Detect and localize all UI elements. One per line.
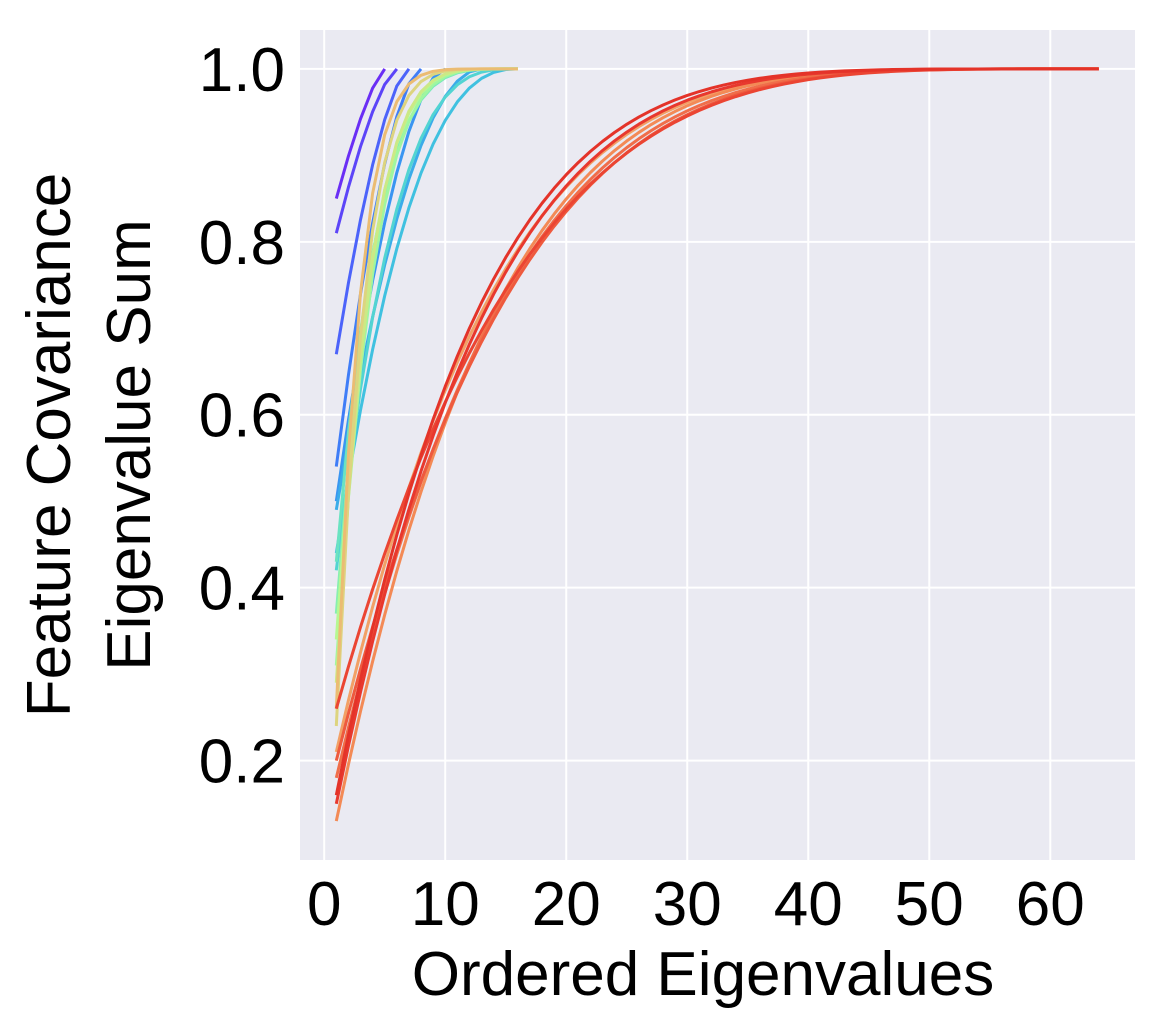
series-line [334, 67, 518, 554]
y-axis-title-line-1: Feature Covariance [15, 173, 84, 718]
series-line [334, 67, 1099, 796]
x-tick-label: 10 [411, 870, 480, 939]
plot-background [300, 30, 1135, 860]
y-tick-labels: 0.2 0.4 0.6 0.8 1.0 [199, 36, 285, 797]
series-line [334, 68, 411, 355]
series-line [334, 67, 518, 571]
y-axis-title-line-2: Eigenvalue Sum [95, 219, 164, 671]
x-tick-label: 40 [774, 870, 843, 939]
x-tick-label: 30 [653, 870, 722, 939]
grid [300, 30, 1135, 860]
series-line [334, 67, 518, 709]
x-tick-labels: 0 10 20 30 40 50 60 [307, 870, 1085, 939]
x-tick-label: 20 [532, 870, 601, 939]
series-line [334, 67, 398, 234]
x-tick-label: 60 [1016, 870, 1085, 939]
x-axis-title: Ordered Eigenvalues [412, 940, 994, 1009]
y-tick-label: 0.6 [199, 382, 285, 451]
x-tick-label: 50 [895, 870, 964, 939]
series-lines [334, 67, 1099, 822]
y-tick-label: 1.0 [199, 36, 285, 105]
x-tick-label: 0 [307, 870, 341, 939]
y-tick-label: 0.8 [199, 209, 285, 278]
y-tick-label: 0.2 [199, 728, 285, 797]
y-tick-label: 0.4 [199, 555, 285, 624]
series-line [334, 68, 386, 200]
